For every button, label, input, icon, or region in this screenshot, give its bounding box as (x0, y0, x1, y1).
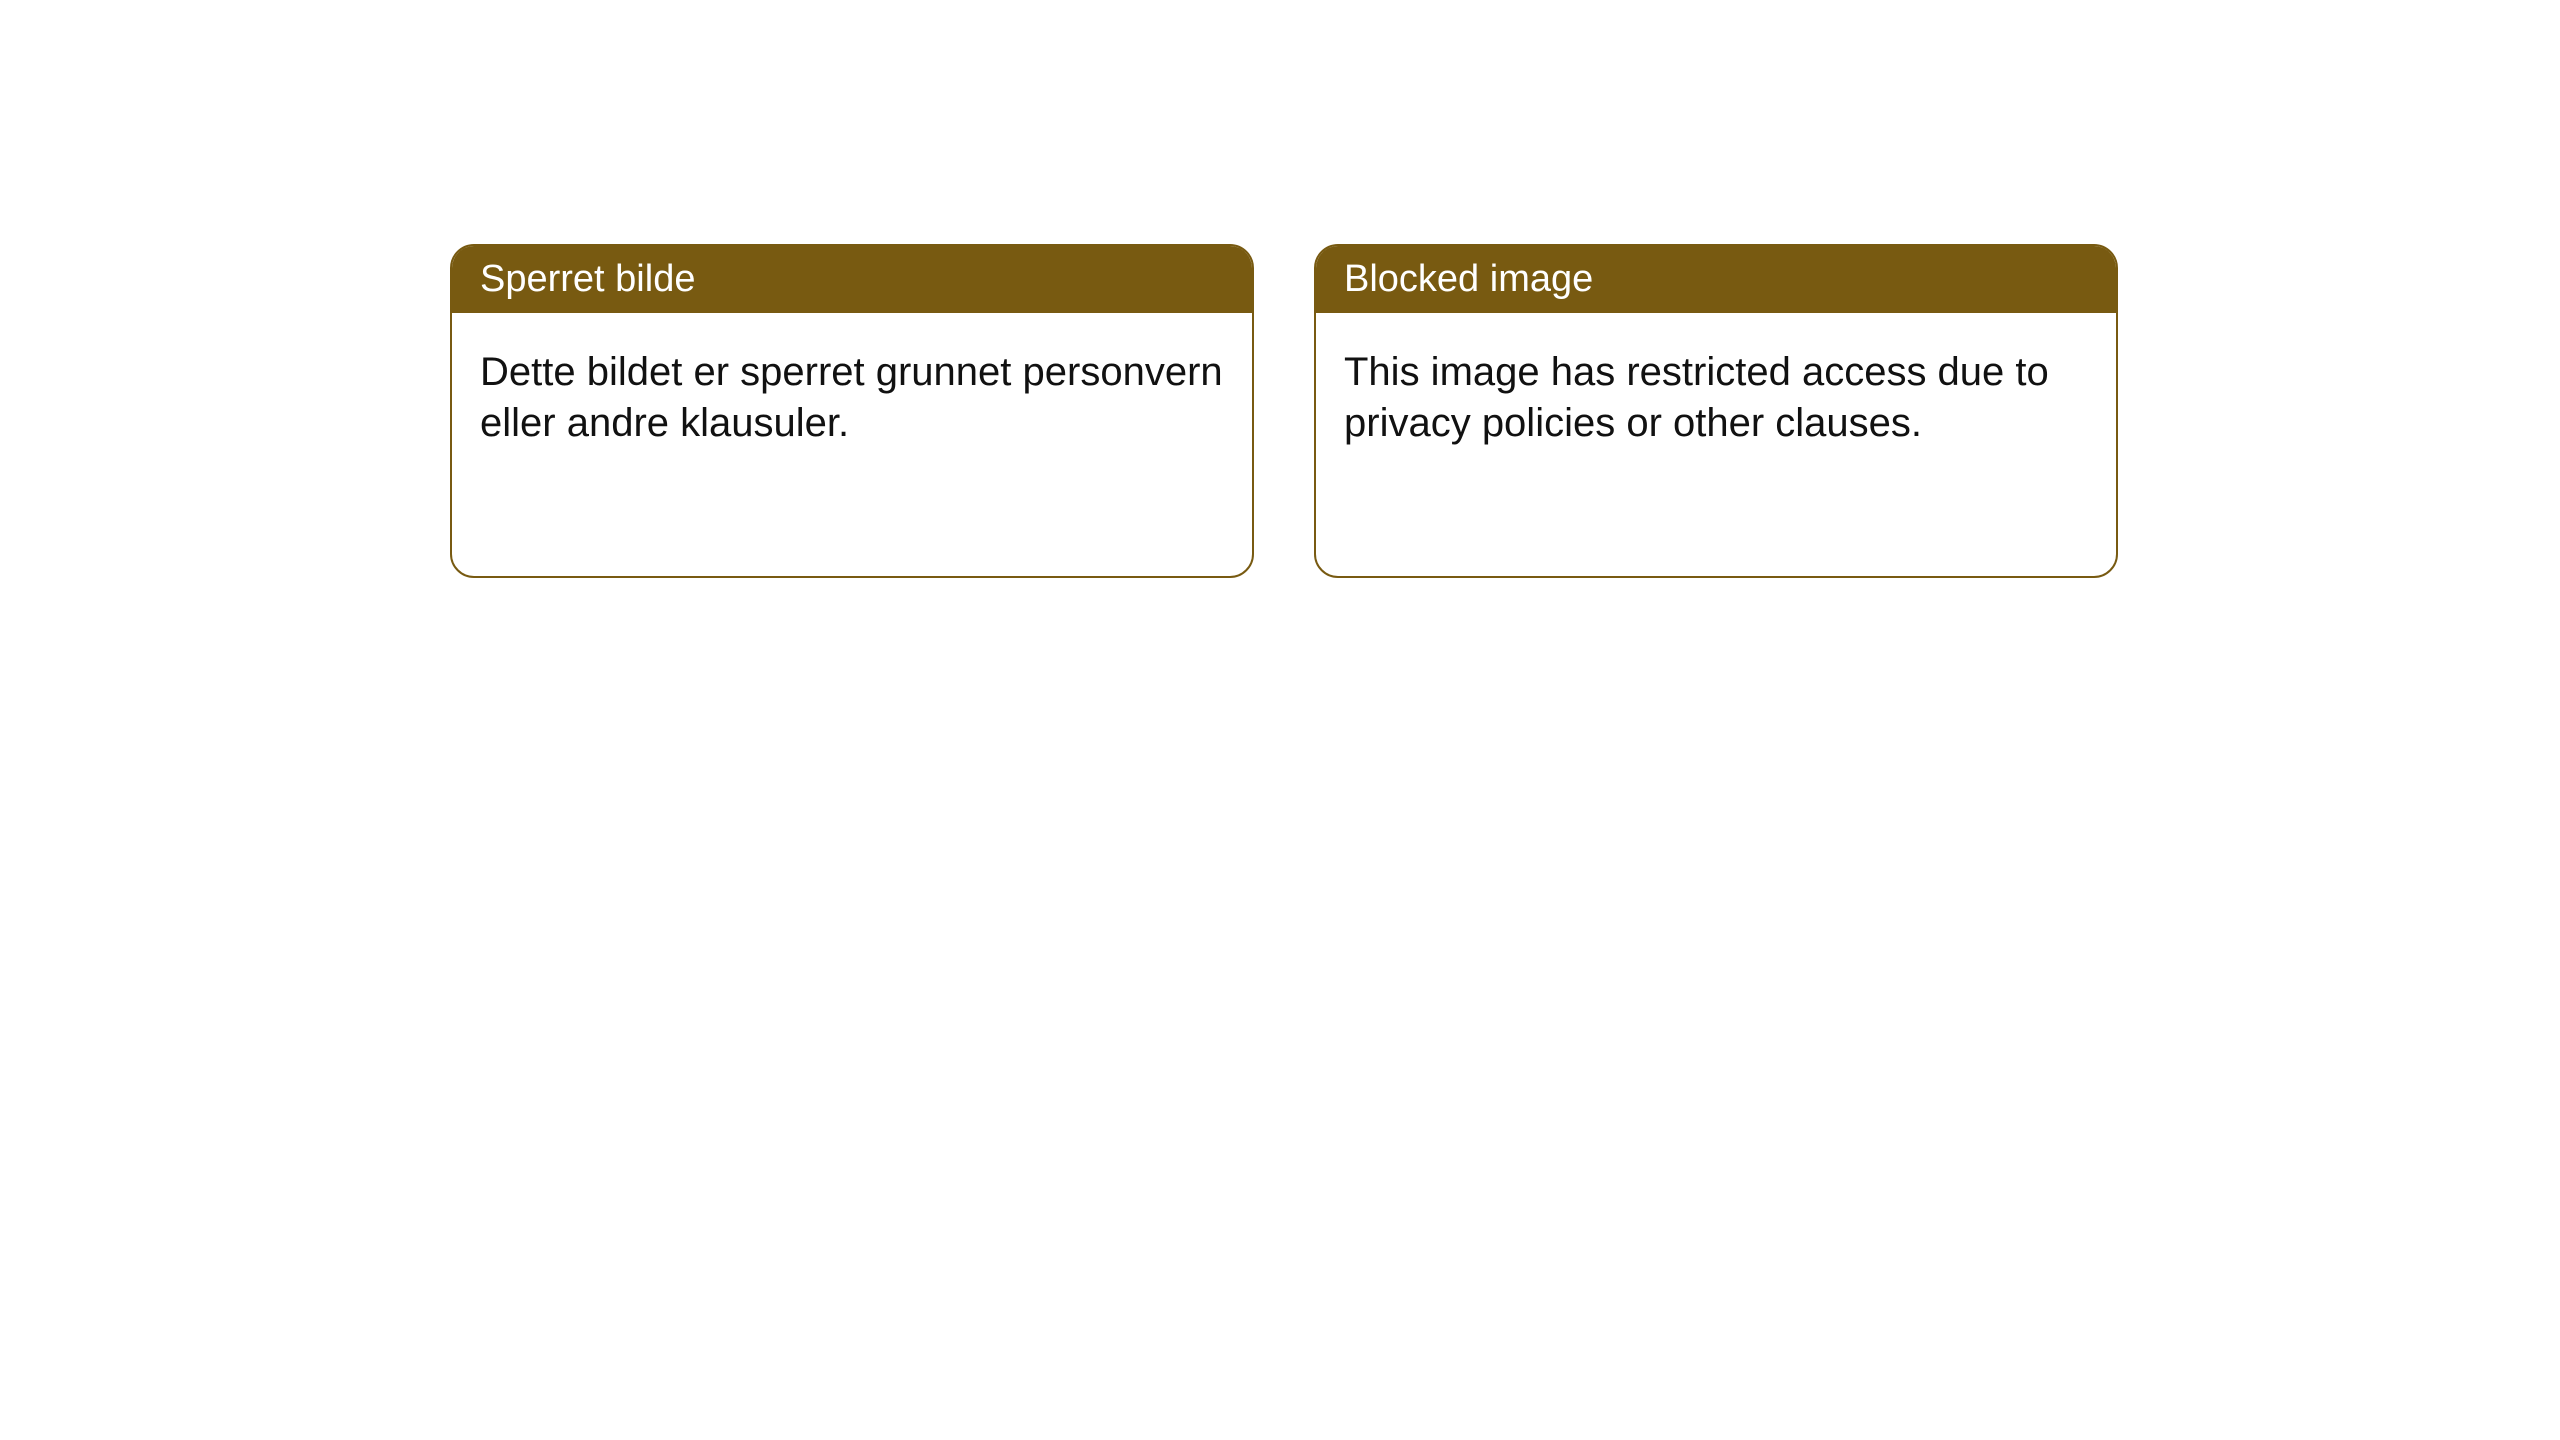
notice-card-norwegian: Sperret bilde Dette bildet er sperret gr… (450, 244, 1254, 578)
notice-card-body: Dette bildet er sperret grunnet personve… (452, 313, 1252, 483)
notice-cards-container: Sperret bilde Dette bildet er sperret gr… (450, 244, 2118, 578)
notice-card-title: Sperret bilde (452, 246, 1252, 313)
notice-card-english: Blocked image This image has restricted … (1314, 244, 2118, 578)
notice-card-body: This image has restricted access due to … (1316, 313, 2116, 483)
notice-card-title: Blocked image (1316, 246, 2116, 313)
